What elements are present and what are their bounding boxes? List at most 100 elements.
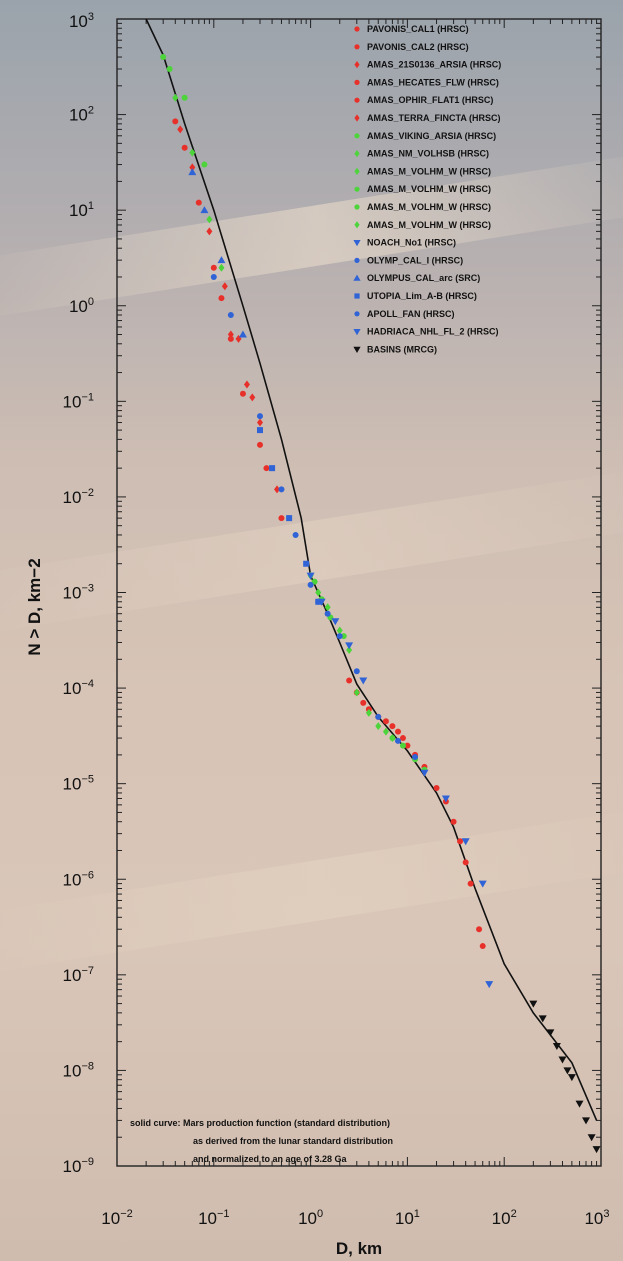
fit-curve-line bbox=[145, 18, 598, 1121]
data-point bbox=[286, 515, 293, 522]
data-point bbox=[324, 603, 331, 612]
legend-marker bbox=[354, 167, 360, 175]
plot-frame bbox=[116, 18, 602, 1167]
x-tick-label: 10−2 bbox=[101, 1208, 132, 1228]
legend-label: AMAS_M_VOLHM_W (HRSC) bbox=[367, 220, 491, 230]
x-tick-label: 102 bbox=[492, 1208, 517, 1228]
data-point bbox=[389, 723, 396, 730]
legend-label: AMAS_M_VOLHM_W (HRSC) bbox=[367, 166, 491, 176]
data-point bbox=[587, 1134, 596, 1142]
y-tick-label: 10−2 bbox=[63, 487, 94, 507]
x-tick-label: 103 bbox=[584, 1208, 609, 1228]
data-point bbox=[188, 168, 197, 176]
data-point bbox=[227, 335, 234, 342]
data-point bbox=[278, 486, 285, 493]
legend-marker bbox=[353, 346, 361, 353]
data-point bbox=[353, 688, 360, 697]
legend-label: APOLL_FAN (HRSC) bbox=[367, 309, 455, 319]
y-tick-label: 103 bbox=[69, 11, 94, 31]
legend: PAVONIS_CAL1 (HRSC) PAVONIS_CAL2 (HRSC) AM… bbox=[353, 24, 501, 354]
legend-label: OLYMP_CAL_I (HRSC) bbox=[367, 255, 463, 265]
data-point bbox=[263, 465, 270, 472]
legend-label: AMAS_M_VOLHM_W (HRSC) bbox=[367, 202, 491, 212]
data-point bbox=[218, 295, 225, 302]
legend-label: AMAS_21S0136_ARSIA (HRSC) bbox=[367, 60, 501, 70]
data-point bbox=[243, 380, 250, 389]
y-tick-label: 100 bbox=[69, 296, 94, 316]
data-point bbox=[292, 531, 299, 538]
y-tick-label: 101 bbox=[69, 200, 94, 220]
x-tick-labels: 10−2 10−1 100 101 102 103 bbox=[101, 1208, 609, 1228]
data-point bbox=[189, 163, 196, 172]
data-point bbox=[177, 125, 184, 134]
data-point bbox=[395, 737, 402, 744]
y-tick-label: 10−5 bbox=[63, 774, 94, 794]
data-point bbox=[206, 215, 213, 224]
data-point bbox=[303, 560, 310, 567]
data-point bbox=[249, 393, 256, 402]
data-point bbox=[210, 264, 217, 271]
data-point bbox=[420, 769, 429, 777]
data-point bbox=[476, 926, 483, 933]
data-point bbox=[172, 93, 179, 102]
legend-marker bbox=[354, 97, 360, 103]
legend-marker bbox=[354, 79, 360, 85]
data-point bbox=[315, 598, 322, 605]
legend-marker bbox=[354, 186, 360, 192]
data-point bbox=[172, 118, 179, 125]
data-point bbox=[195, 199, 202, 206]
legend-label: PAVONIS_CAL2 (HRSC) bbox=[367, 42, 469, 52]
x-tick-label: 101 bbox=[395, 1208, 420, 1228]
legend-marker bbox=[354, 311, 360, 317]
annotation-line: as derived from the lunar standard distr… bbox=[193, 1136, 393, 1146]
data-point bbox=[336, 626, 343, 635]
legend-marker bbox=[354, 293, 360, 299]
legend-label: AMAS_M_VOLHM_W (HRSC) bbox=[367, 184, 491, 194]
data-point bbox=[359, 677, 368, 685]
data-point bbox=[256, 418, 263, 427]
data-point bbox=[395, 728, 402, 735]
data-point bbox=[307, 581, 314, 588]
data-point bbox=[365, 708, 372, 717]
data-point bbox=[478, 880, 487, 888]
data-point bbox=[306, 572, 315, 580]
data-point bbox=[461, 838, 470, 846]
data-point bbox=[227, 312, 234, 319]
y-tick-labels: 103 102 101 100 10−1 10−2 10−3 10−4 10−5 10−6 10−7… bbox=[63, 11, 94, 1176]
data-point bbox=[485, 981, 494, 989]
legend-marker bbox=[354, 204, 360, 210]
legend-label: AMAS_NM_VOLHSB (HRSC) bbox=[367, 149, 489, 159]
legend-marker bbox=[354, 133, 360, 139]
data-point bbox=[181, 144, 188, 151]
legend-label: UTOPIA_Lim_A-B (HRSC) bbox=[367, 291, 477, 301]
data-point bbox=[450, 818, 457, 825]
data-point bbox=[311, 578, 318, 585]
data-point bbox=[256, 413, 263, 420]
legend-marker bbox=[354, 26, 360, 32]
data-point bbox=[336, 633, 343, 640]
legend-marker bbox=[354, 257, 360, 263]
annotation-line: solid curve: Mars production function (s… bbox=[130, 1118, 390, 1128]
y-tick-label: 10−8 bbox=[63, 1060, 94, 1080]
data-point bbox=[346, 646, 353, 655]
data-point bbox=[563, 1067, 572, 1075]
data-point bbox=[441, 795, 450, 803]
data-point bbox=[433, 785, 440, 792]
y-tick-label: 10−4 bbox=[63, 678, 94, 698]
legend-label: OLYMPUS_CAL_arc (SRC) bbox=[367, 273, 480, 283]
legend-marker bbox=[353, 274, 361, 281]
data-point bbox=[315, 588, 322, 597]
data-point bbox=[269, 465, 276, 472]
data-point bbox=[346, 677, 353, 684]
data-point bbox=[389, 735, 396, 742]
data-point bbox=[399, 735, 406, 742]
legend-label: AMAS_HECATES_FLW (HRSC) bbox=[367, 77, 499, 87]
annotation: solid curve: Mars production function (s… bbox=[130, 1118, 393, 1164]
data-point bbox=[538, 1015, 547, 1023]
x-tick-label: 100 bbox=[298, 1208, 323, 1228]
data-point bbox=[462, 859, 469, 866]
data-point bbox=[375, 722, 382, 731]
data-point bbox=[382, 718, 389, 725]
data-point bbox=[575, 1100, 584, 1108]
annotation-line: and normalized to an age of 3.28 Ga bbox=[193, 1154, 348, 1164]
